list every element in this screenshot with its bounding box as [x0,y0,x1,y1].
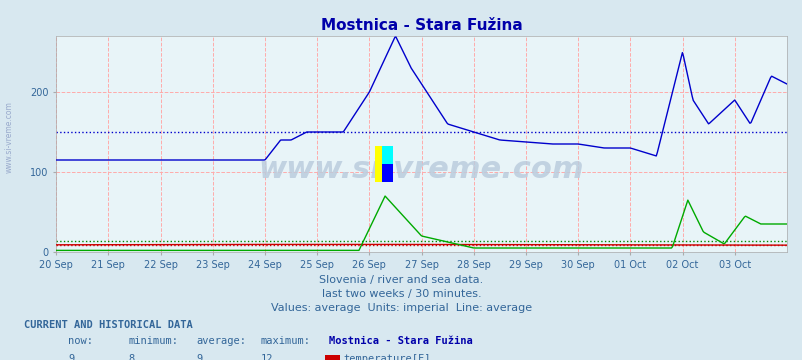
Text: www.si-vreme.com: www.si-vreme.com [258,156,584,184]
Text: now:: now: [68,336,93,346]
Text: Mostnica - Stara Fužina: Mostnica - Stara Fužina [329,336,472,346]
FancyBboxPatch shape [382,164,392,181]
FancyBboxPatch shape [374,145,392,181]
Text: last two weeks / 30 minutes.: last two weeks / 30 minutes. [322,289,480,299]
FancyBboxPatch shape [382,145,392,181]
Text: temperature[F]: temperature[F] [343,354,431,360]
Text: Slovenia / river and sea data.: Slovenia / river and sea data. [319,275,483,285]
Text: maximum:: maximum: [261,336,310,346]
Text: 12: 12 [261,354,273,360]
Text: average:: average: [196,336,246,346]
Text: 8: 8 [128,354,135,360]
Text: Values: average  Units: imperial  Line: average: Values: average Units: imperial Line: av… [270,303,532,314]
Text: CURRENT AND HISTORICAL DATA: CURRENT AND HISTORICAL DATA [24,320,192,330]
Text: 9: 9 [196,354,203,360]
Text: 9: 9 [68,354,75,360]
Text: minimum:: minimum: [128,336,178,346]
Title: Mostnica - Stara Fužina: Mostnica - Stara Fužina [320,18,522,33]
Text: www.si-vreme.com: www.si-vreme.com [5,101,14,173]
